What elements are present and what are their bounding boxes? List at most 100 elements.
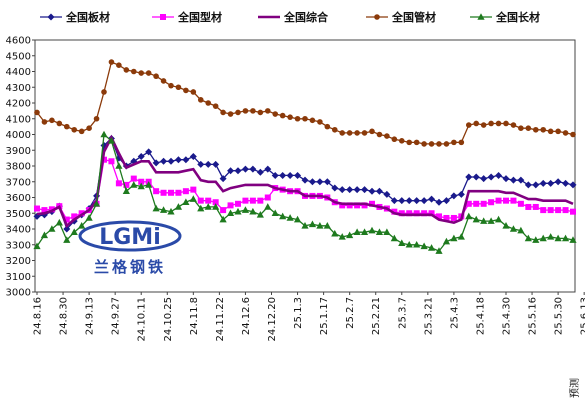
data-point bbox=[85, 214, 93, 221]
data-point bbox=[123, 181, 130, 188]
y-tick-label: 4500 bbox=[6, 51, 31, 62]
plot-frame bbox=[34, 39, 576, 293]
legend: 全国板材 全国型材 全国综合 全国管材 全国长材 bbox=[40, 10, 540, 24]
x-tick-label: 24.11.22 bbox=[215, 297, 226, 342]
x-tick-label: 25.2.21 bbox=[371, 297, 382, 335]
data-point bbox=[383, 190, 391, 198]
data-point bbox=[227, 111, 234, 117]
data-point bbox=[153, 188, 160, 195]
data-point bbox=[190, 186, 197, 193]
data-point bbox=[487, 217, 495, 224]
data-point bbox=[420, 242, 428, 250]
y-tick-label: 3600 bbox=[6, 193, 31, 204]
legend-item: 全国板材 bbox=[40, 10, 110, 24]
data-point bbox=[174, 156, 182, 164]
data-point bbox=[532, 203, 539, 210]
data-point bbox=[547, 233, 555, 240]
data-point bbox=[413, 210, 420, 217]
data-point bbox=[205, 197, 212, 204]
data-point bbox=[204, 160, 212, 168]
data-point bbox=[212, 203, 220, 210]
data-point bbox=[555, 207, 562, 214]
watermark-logo: LGMi 兰格钢铁 bbox=[78, 220, 182, 276]
x-tick-label: 24.8.16 bbox=[33, 297, 44, 335]
data-point bbox=[63, 216, 70, 223]
data-point bbox=[532, 236, 540, 243]
data-point bbox=[517, 200, 524, 207]
y-tick-label: 3700 bbox=[6, 177, 31, 188]
legend-label: 全国板材 bbox=[65, 10, 110, 24]
data-point bbox=[257, 197, 264, 204]
data-point bbox=[338, 233, 346, 240]
data-point bbox=[279, 112, 286, 119]
data-point bbox=[138, 178, 145, 185]
data-point bbox=[130, 181, 138, 188]
data-point bbox=[532, 181, 540, 189]
x-tick-label: 24.11.8 bbox=[189, 297, 200, 335]
data-point bbox=[398, 197, 406, 205]
data-point bbox=[219, 215, 227, 223]
data-point bbox=[122, 187, 130, 194]
data-point bbox=[477, 13, 485, 20]
data-point bbox=[524, 234, 532, 242]
x-tick-label: 24.8.30 bbox=[59, 297, 70, 335]
data-point bbox=[309, 117, 316, 124]
data-point bbox=[503, 197, 509, 204]
data-point bbox=[145, 70, 152, 76]
data-point bbox=[413, 139, 420, 146]
data-point bbox=[324, 123, 331, 130]
data-point bbox=[443, 141, 450, 147]
data-point bbox=[488, 199, 495, 206]
data-point bbox=[398, 138, 405, 144]
data-point bbox=[323, 178, 331, 186]
data-point bbox=[189, 195, 197, 202]
data-point bbox=[242, 108, 249, 114]
data-point bbox=[249, 207, 257, 215]
data-point bbox=[547, 179, 555, 187]
data-point bbox=[108, 59, 115, 65]
data-point bbox=[56, 120, 63, 127]
legend-item: 全国综合 bbox=[258, 10, 329, 24]
data-point bbox=[264, 165, 272, 173]
data-point bbox=[279, 212, 287, 220]
data-point bbox=[458, 139, 465, 146]
data-point bbox=[442, 197, 450, 205]
data-point bbox=[197, 197, 204, 204]
legend-item: 全国管材 bbox=[366, 10, 436, 24]
data-point bbox=[41, 119, 48, 125]
data-point bbox=[234, 167, 242, 175]
x-tick-label: 25.4.18 bbox=[475, 297, 486, 335]
series-line bbox=[36, 61, 574, 145]
data-point bbox=[495, 120, 502, 127]
data-point bbox=[294, 171, 302, 179]
x-axis: 24.8.16 24.8.30 24.9.13 24.9.27 24.10.11 24.1… bbox=[33, 292, 585, 342]
data-point bbox=[570, 131, 576, 138]
data-point bbox=[406, 210, 413, 217]
data-point bbox=[465, 122, 472, 128]
data-point bbox=[182, 198, 190, 206]
data-point bbox=[220, 109, 226, 116]
data-point bbox=[49, 117, 55, 124]
data-point bbox=[406, 139, 413, 146]
data-point bbox=[495, 171, 503, 179]
data-point bbox=[346, 202, 353, 209]
data-point bbox=[346, 130, 353, 136]
data-point bbox=[368, 187, 376, 195]
data-point bbox=[220, 207, 227, 214]
data-point bbox=[264, 108, 271, 114]
data-point bbox=[480, 122, 487, 128]
data-point bbox=[369, 128, 375, 135]
data-point bbox=[167, 207, 175, 215]
data-point bbox=[123, 67, 130, 73]
data-point bbox=[63, 123, 70, 130]
data-point bbox=[428, 210, 435, 217]
y-tick-label: 3900 bbox=[6, 146, 31, 157]
data-point bbox=[354, 202, 361, 209]
data-point bbox=[413, 240, 421, 248]
data-point bbox=[167, 157, 175, 165]
data-point bbox=[465, 173, 473, 181]
data-point bbox=[569, 236, 577, 243]
data-point bbox=[55, 218, 63, 226]
data-point bbox=[271, 171, 279, 179]
data-point bbox=[183, 87, 189, 94]
